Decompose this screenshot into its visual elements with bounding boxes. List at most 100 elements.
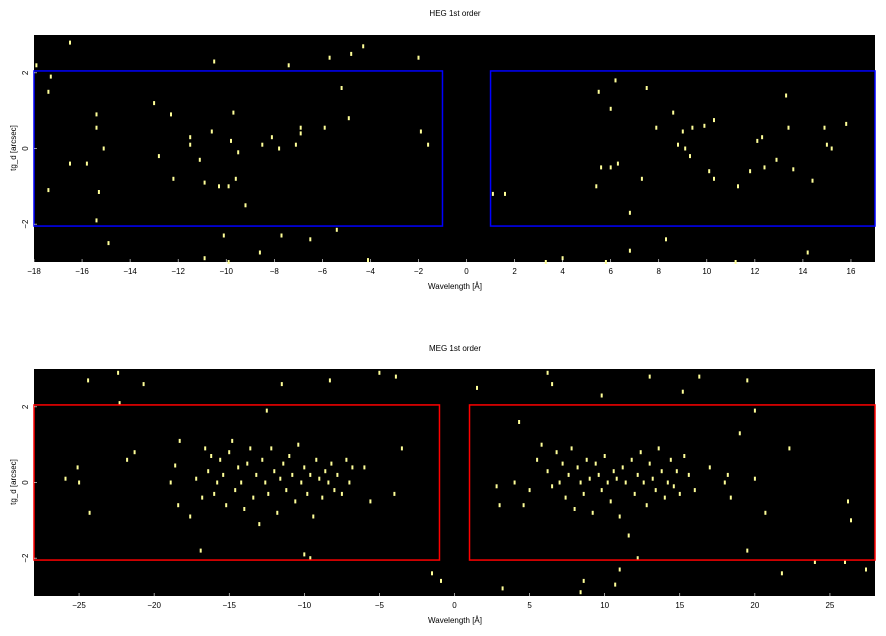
- heg-event-point: [629, 249, 631, 253]
- meg-x-tick-label: 5: [527, 601, 532, 610]
- heg-event-point: [271, 135, 273, 139]
- heg-event-point: [735, 260, 737, 264]
- meg-event-point: [583, 579, 585, 583]
- meg-event-point: [306, 492, 308, 496]
- meg-event-point: [324, 469, 326, 473]
- heg-event-point: [826, 143, 828, 147]
- heg-event-point: [189, 143, 191, 147]
- meg-event-point: [614, 583, 616, 587]
- meg-x-tick-label: 10: [600, 601, 609, 610]
- meg-event-point: [514, 481, 516, 485]
- meg-event-point: [282, 462, 284, 466]
- meg-event-point: [577, 465, 579, 469]
- meg-event-point: [568, 473, 570, 477]
- meg-event-point: [682, 390, 684, 394]
- meg-event-point: [216, 481, 218, 485]
- meg-event-point: [87, 378, 89, 382]
- heg-event-point: [598, 90, 600, 94]
- meg-event-point: [258, 522, 260, 526]
- heg-x-tick-label: 6: [608, 267, 613, 276]
- meg-x-tick-label: 0: [452, 601, 457, 610]
- meg-event-point: [126, 458, 128, 462]
- heg-event-point: [309, 237, 311, 241]
- meg-event-point: [637, 473, 639, 477]
- meg-y-tick-label: 0: [21, 480, 30, 485]
- heg-event-point: [595, 184, 597, 188]
- meg-event-point: [658, 446, 660, 450]
- heg-event-point: [199, 158, 201, 162]
- meg-event-point: [556, 450, 558, 454]
- meg-event-point: [288, 454, 290, 458]
- meg-event-point: [143, 382, 145, 386]
- meg-event-point: [336, 473, 338, 477]
- meg-event-point: [536, 458, 538, 462]
- meg-event-point: [565, 496, 567, 500]
- meg-event-point: [730, 496, 732, 500]
- meg-event-point: [329, 378, 331, 382]
- heg-event-point: [545, 260, 547, 264]
- meg-event-point: [551, 484, 553, 488]
- heg-event-point: [807, 251, 809, 255]
- meg-event-point: [243, 507, 245, 511]
- meg-event-point: [312, 515, 314, 519]
- meg-event-point: [189, 515, 191, 519]
- meg-event-point: [679, 492, 681, 496]
- meg-event-point: [619, 515, 621, 519]
- meg-event-point: [698, 375, 700, 379]
- meg-event-point: [601, 394, 603, 398]
- heg-event-point: [300, 126, 302, 130]
- heg-event-point: [350, 52, 352, 56]
- heg-event-point: [824, 126, 826, 130]
- meg-event-point: [207, 469, 209, 473]
- meg-event-point: [709, 465, 711, 469]
- meg-event-point: [285, 488, 287, 492]
- meg-event-point: [613, 469, 615, 473]
- heg-event-point: [785, 94, 787, 98]
- heg-event-point: [749, 169, 751, 173]
- meg-event-point: [865, 568, 867, 572]
- meg-event-point: [395, 375, 397, 379]
- meg-event-point: [574, 507, 576, 511]
- meg-event-point: [655, 488, 657, 492]
- meg-event-point: [496, 484, 498, 488]
- meg-event-point: [661, 469, 663, 473]
- meg-event-point: [393, 492, 395, 496]
- meg-event-point: [231, 439, 233, 443]
- meg-event-point: [267, 492, 269, 496]
- meg-event-point: [610, 499, 612, 503]
- meg-event-point: [321, 496, 323, 500]
- heg-x-tick-label: −10: [219, 267, 233, 276]
- meg-event-point: [634, 492, 636, 496]
- heg-event-point: [35, 63, 37, 67]
- meg-event-point: [616, 477, 618, 481]
- meg-event-point: [303, 552, 305, 556]
- heg-x-tick-label: 4: [560, 267, 565, 276]
- heg-event-point: [682, 130, 684, 134]
- meg-event-point: [279, 477, 281, 481]
- heg-panel: HEG 1st order −18−16−14−12−10−8−6−4−2024…: [9, 9, 875, 291]
- heg-event-point: [153, 101, 155, 105]
- meg-event-point: [315, 458, 317, 462]
- heg-event-point: [300, 131, 302, 135]
- heg-event-point: [336, 228, 338, 232]
- heg-title: HEG 1st order: [429, 9, 480, 18]
- meg-event-point: [595, 462, 597, 466]
- heg-event-point: [261, 143, 263, 147]
- meg-event-point: [847, 499, 849, 503]
- meg-event-point: [746, 549, 748, 553]
- heg-event-point: [600, 165, 602, 169]
- heg-x-tick-label: −12: [171, 267, 185, 276]
- meg-event-point: [694, 488, 696, 492]
- heg-event-point: [86, 162, 88, 166]
- meg-event-point: [667, 481, 669, 485]
- heg-event-point: [158, 154, 160, 158]
- heg-event-point: [230, 139, 232, 143]
- meg-event-point: [529, 488, 531, 492]
- meg-event-point: [363, 465, 365, 469]
- heg-event-point: [617, 162, 619, 166]
- meg-event-point: [252, 496, 254, 500]
- heg-event-point: [420, 130, 422, 134]
- meg-event-point: [351, 465, 353, 469]
- heg-y-axis-label: tg_d [arcsec]: [9, 125, 18, 171]
